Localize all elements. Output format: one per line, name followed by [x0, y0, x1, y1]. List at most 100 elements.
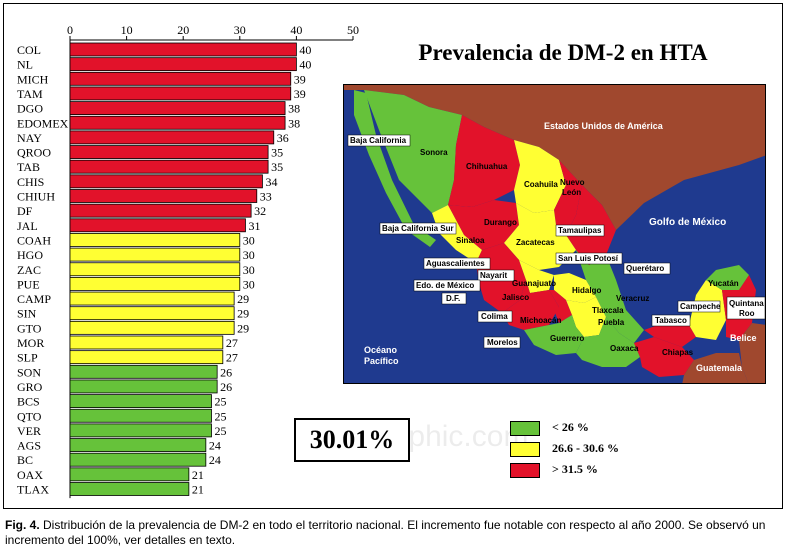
value-label: 21: [192, 483, 204, 497]
category-label: VER: [17, 424, 41, 438]
value-label: 25: [215, 424, 227, 438]
value-label: 36: [277, 131, 289, 145]
label-pacific-2: Pacífico: [364, 356, 399, 366]
value-label: 29: [237, 292, 249, 306]
category-label: EDOMEX: [17, 116, 69, 130]
value-label: 24: [209, 453, 221, 467]
yucatan-region: [706, 265, 749, 290]
label-coahuila: Coahuila: [524, 180, 558, 189]
value-label: 25: [215, 395, 227, 409]
bar-edomex: [69, 115, 286, 130]
category-label: NL: [17, 58, 33, 72]
label-guatemala: Guatemala: [696, 363, 743, 373]
label-campeche: Campeche: [680, 302, 721, 311]
bar-bc: [69, 452, 207, 467]
category-label: CAMP: [17, 292, 51, 306]
category-label: DGO: [17, 102, 43, 116]
category-label: QTO: [17, 409, 42, 423]
nuevo-leon-region: [554, 160, 582, 235]
value-label: 31: [248, 219, 260, 233]
category-label: ZAC: [17, 263, 41, 277]
value-label: 38: [288, 102, 300, 116]
label-baja-california: Baja California: [350, 136, 407, 145]
label-puebla: Puebla: [598, 318, 625, 327]
label-chihuahua: Chihuahua: [466, 162, 508, 171]
edomex-region: [549, 290, 572, 323]
bar-nay: [69, 130, 275, 145]
category-label: SIN: [17, 307, 37, 321]
label-quintana-roo-1: Quintana: [729, 299, 764, 308]
value-label: 29: [237, 307, 249, 321]
caption-text: Distribución de la prevalencia de DM-2 e…: [5, 518, 766, 547]
bar-mich: [69, 71, 292, 86]
label-sinaloa: Sinaloa: [456, 236, 485, 245]
bar-chart: 0 10 20 30 40 50 COL 40 NL 40 MICH 39 TAM 39 DGO 38 EDOM…: [17, 23, 359, 499]
guerrero-region: [524, 315, 584, 355]
guanajuato-region: [519, 260, 554, 293]
category-label: MOR: [17, 336, 44, 350]
caption-fig-label: Fig. 4.: [5, 518, 40, 532]
category-label: QROO: [17, 146, 51, 160]
value-label: 30: [243, 263, 255, 277]
michoacan-region: [502, 280, 559, 330]
value-label: 24: [209, 439, 221, 453]
value-label: 33: [260, 190, 272, 204]
label-pacific-1: Océano: [364, 345, 398, 355]
value-label: 26: [220, 380, 232, 394]
category-label: JAL: [17, 219, 38, 233]
value-label: 32: [254, 204, 266, 218]
category-label: GTO: [17, 321, 42, 335]
label-colima: Colima: [481, 312, 508, 321]
bar-tab: [69, 159, 269, 174]
legend-label-high: > 31.5 %: [552, 462, 598, 476]
value-label: 29: [237, 321, 249, 335]
bar-qto: [69, 408, 212, 423]
x-tick-label: 40: [290, 23, 302, 37]
bar-df: [69, 203, 252, 218]
label-michoacan: Michoacán: [520, 316, 561, 325]
value-label: 38: [288, 116, 300, 130]
label-queretaro: Querétaro: [626, 264, 664, 273]
figure-caption: Fig. 4. Distribución de la prevalencia d…: [5, 518, 783, 548]
value-label: 40: [299, 58, 311, 72]
label-edomex: Edo. de México: [416, 281, 474, 290]
guatemala-region: [682, 353, 749, 383]
bar-tam: [69, 86, 292, 101]
category-label: DF: [17, 204, 33, 218]
label-df: D.F.: [446, 294, 460, 303]
bar-son: [69, 364, 218, 379]
mexico-map-svg: Estados Unidos de América Golfo de Méxic…: [344, 85, 765, 383]
label-belice: Belice: [730, 333, 757, 343]
category-label: GRO: [17, 380, 43, 394]
label-veracruz: Veracruz: [616, 294, 649, 303]
veracruz-region: [576, 250, 644, 343]
value-label: 30: [243, 233, 255, 247]
value-label: 35: [271, 160, 283, 174]
value-label: 35: [271, 146, 283, 160]
bar-ver: [69, 423, 212, 438]
bar-ags: [69, 438, 207, 452]
bar-slp: [69, 350, 224, 365]
category-label: CHIS: [17, 175, 44, 189]
value-label: 34: [265, 175, 277, 189]
bar-camp: [69, 291, 235, 306]
label-nuevo-leon-2: León: [562, 188, 581, 197]
bar-chis: [69, 174, 263, 189]
category-label: HGO: [17, 248, 43, 262]
label-sonora: Sonora: [420, 148, 448, 157]
category-label: TAB: [17, 160, 40, 174]
label-usa: Estados Unidos de América: [544, 121, 664, 131]
category-label: TLAX: [17, 483, 49, 497]
chiapas-region: [634, 337, 694, 377]
durango-region: [448, 200, 519, 250]
map-title: Prevalencia de DM-2 en HTA: [418, 40, 708, 65]
category-label: AGS: [17, 439, 41, 453]
bar-tlax: [69, 482, 190, 496]
bar-gro: [69, 379, 218, 394]
bar-chiuh: [69, 189, 258, 203]
label-gulf: Golfo de México: [649, 217, 726, 228]
value-label: 26: [220, 365, 232, 379]
bar-sin: [69, 306, 235, 321]
bar-hgo: [69, 247, 241, 262]
label-tabasco: Tabasco: [655, 316, 687, 325]
